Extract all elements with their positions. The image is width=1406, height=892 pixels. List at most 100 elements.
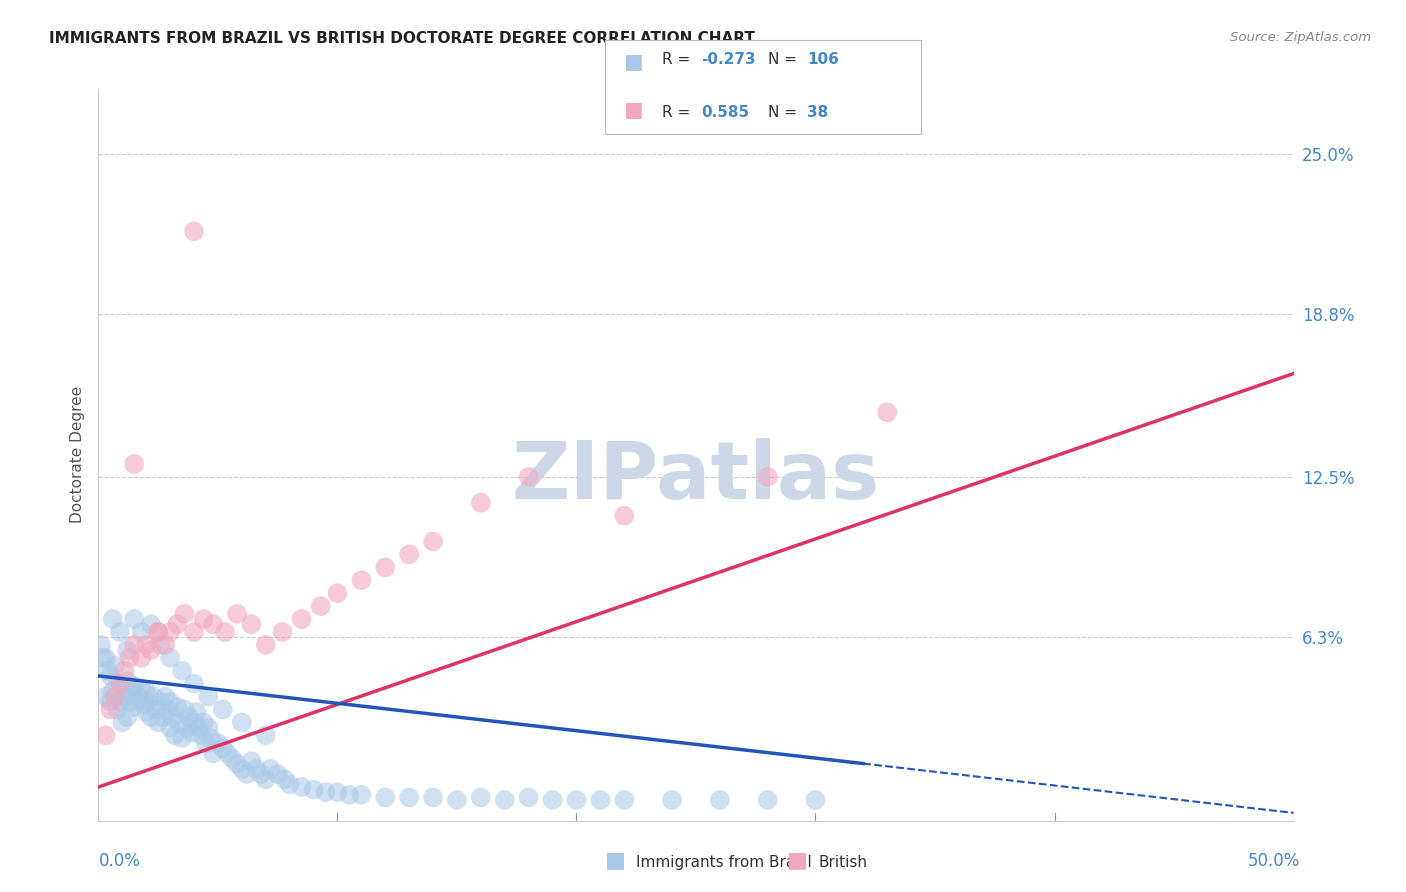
Point	[135, 684, 157, 698]
Point	[180, 725, 202, 739]
Text: ■: ■	[623, 52, 643, 71]
Text: Immigrants from Brazil: Immigrants from Brazil	[636, 855, 811, 870]
Point	[115, 643, 138, 657]
Point	[138, 695, 160, 709]
Text: 0.0%: 0.0%	[98, 852, 141, 870]
Point	[104, 658, 127, 673]
Point	[148, 624, 170, 639]
Point	[124, 612, 146, 626]
Point	[108, 676, 131, 690]
Point	[104, 690, 127, 704]
Point	[118, 650, 141, 665]
Point	[108, 695, 131, 709]
Point	[131, 624, 153, 639]
Point	[613, 508, 636, 523]
Point	[756, 470, 779, 484]
Point	[98, 702, 122, 716]
Point	[470, 790, 492, 805]
Point	[398, 548, 420, 562]
Point	[197, 721, 219, 735]
Point	[118, 695, 141, 709]
Text: ■: ■	[623, 101, 643, 120]
Point	[202, 747, 225, 761]
Point	[326, 586, 349, 600]
Point	[254, 638, 277, 652]
Point	[756, 793, 779, 807]
Point	[176, 721, 198, 735]
Point	[124, 457, 146, 471]
Text: ZIPatlas: ZIPatlas	[512, 438, 880, 516]
Point	[339, 788, 361, 802]
Point	[172, 664, 194, 678]
Point	[148, 624, 170, 639]
Point	[183, 624, 205, 639]
Point	[183, 715, 205, 730]
Point	[145, 702, 167, 716]
Point	[159, 650, 181, 665]
Point	[111, 715, 134, 730]
Point	[207, 736, 229, 750]
Point	[183, 224, 205, 238]
Text: 38: 38	[807, 105, 828, 120]
Point	[494, 793, 516, 807]
Point	[245, 762, 267, 776]
Point	[98, 695, 122, 709]
Point	[108, 624, 131, 639]
Point	[250, 767, 273, 781]
Point	[159, 624, 181, 639]
Point	[121, 684, 143, 698]
Point	[101, 684, 124, 698]
Point	[128, 690, 150, 704]
Point	[589, 793, 612, 807]
Point	[159, 721, 181, 735]
Text: R =: R =	[662, 105, 700, 120]
Point	[200, 731, 222, 745]
Point	[97, 664, 120, 678]
Point	[169, 715, 191, 730]
Point	[173, 702, 195, 716]
Text: 106: 106	[807, 52, 839, 67]
Point	[124, 679, 146, 693]
Point	[278, 777, 301, 791]
Point	[193, 612, 215, 626]
Point	[156, 702, 179, 716]
Text: Source: ZipAtlas.com: Source: ZipAtlas.com	[1230, 31, 1371, 45]
Text: IMMIGRANTS FROM BRAZIL VS BRITISH DOCTORATE DEGREE CORRELATION CHART: IMMIGRANTS FROM BRAZIL VS BRITISH DOCTOR…	[49, 31, 755, 46]
Point	[91, 650, 114, 665]
Point	[271, 624, 294, 639]
Point	[190, 728, 212, 742]
Point	[211, 702, 233, 716]
Point	[162, 710, 184, 724]
Text: ■: ■	[787, 850, 808, 870]
Point	[166, 617, 188, 632]
Point	[115, 710, 138, 724]
Point	[155, 690, 177, 704]
Point	[172, 731, 194, 745]
Point	[101, 612, 124, 626]
Point	[214, 624, 236, 639]
Point	[709, 793, 731, 807]
Point	[90, 638, 112, 652]
Point	[274, 772, 297, 787]
Point	[139, 643, 162, 657]
Point	[135, 638, 157, 652]
Point	[231, 762, 253, 776]
Point	[217, 747, 239, 761]
Text: British: British	[818, 855, 868, 870]
Point	[98, 669, 122, 683]
Point	[131, 650, 153, 665]
Point	[517, 790, 540, 805]
Point	[326, 785, 349, 799]
Y-axis label: Doctorate Degree: Doctorate Degree	[69, 386, 84, 524]
Point	[267, 767, 290, 781]
Point	[124, 700, 146, 714]
Point	[231, 715, 253, 730]
Text: R =: R =	[662, 52, 696, 67]
Point	[259, 762, 281, 776]
Point	[309, 599, 332, 614]
Text: N =: N =	[768, 52, 801, 67]
Point	[446, 793, 468, 807]
Point	[291, 612, 314, 626]
Point	[114, 690, 136, 704]
Point	[350, 788, 373, 802]
